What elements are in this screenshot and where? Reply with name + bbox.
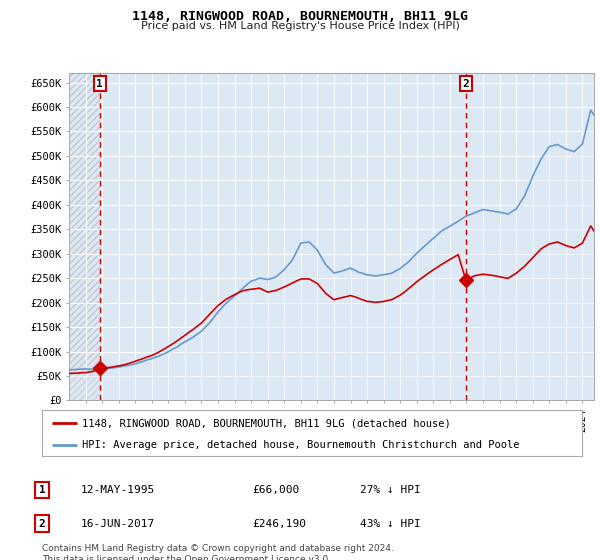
Text: £246,190: £246,190 [252, 519, 306, 529]
Text: HPI: Average price, detached house, Bournemouth Christchurch and Poole: HPI: Average price, detached house, Bour… [83, 440, 520, 450]
Text: 2: 2 [463, 78, 469, 88]
Text: 2: 2 [38, 519, 46, 529]
Text: Price paid vs. HM Land Registry's House Price Index (HPI): Price paid vs. HM Land Registry's House … [140, 21, 460, 31]
Text: 43% ↓ HPI: 43% ↓ HPI [360, 519, 421, 529]
Text: Contains HM Land Registry data © Crown copyright and database right 2024.
This d: Contains HM Land Registry data © Crown c… [42, 544, 394, 560]
Text: 1148, RINGWOOD ROAD, BOURNEMOUTH, BH11 9LG (detached house): 1148, RINGWOOD ROAD, BOURNEMOUTH, BH11 9… [83, 418, 451, 428]
Text: 27% ↓ HPI: 27% ↓ HPI [360, 485, 421, 495]
Text: 1: 1 [38, 485, 46, 495]
Text: 1: 1 [97, 78, 103, 88]
Text: 16-JUN-2017: 16-JUN-2017 [81, 519, 155, 529]
Text: 1148, RINGWOOD ROAD, BOURNEMOUTH, BH11 9LG: 1148, RINGWOOD ROAD, BOURNEMOUTH, BH11 9… [132, 10, 468, 23]
Text: £66,000: £66,000 [252, 485, 299, 495]
Text: 12-MAY-1995: 12-MAY-1995 [81, 485, 155, 495]
